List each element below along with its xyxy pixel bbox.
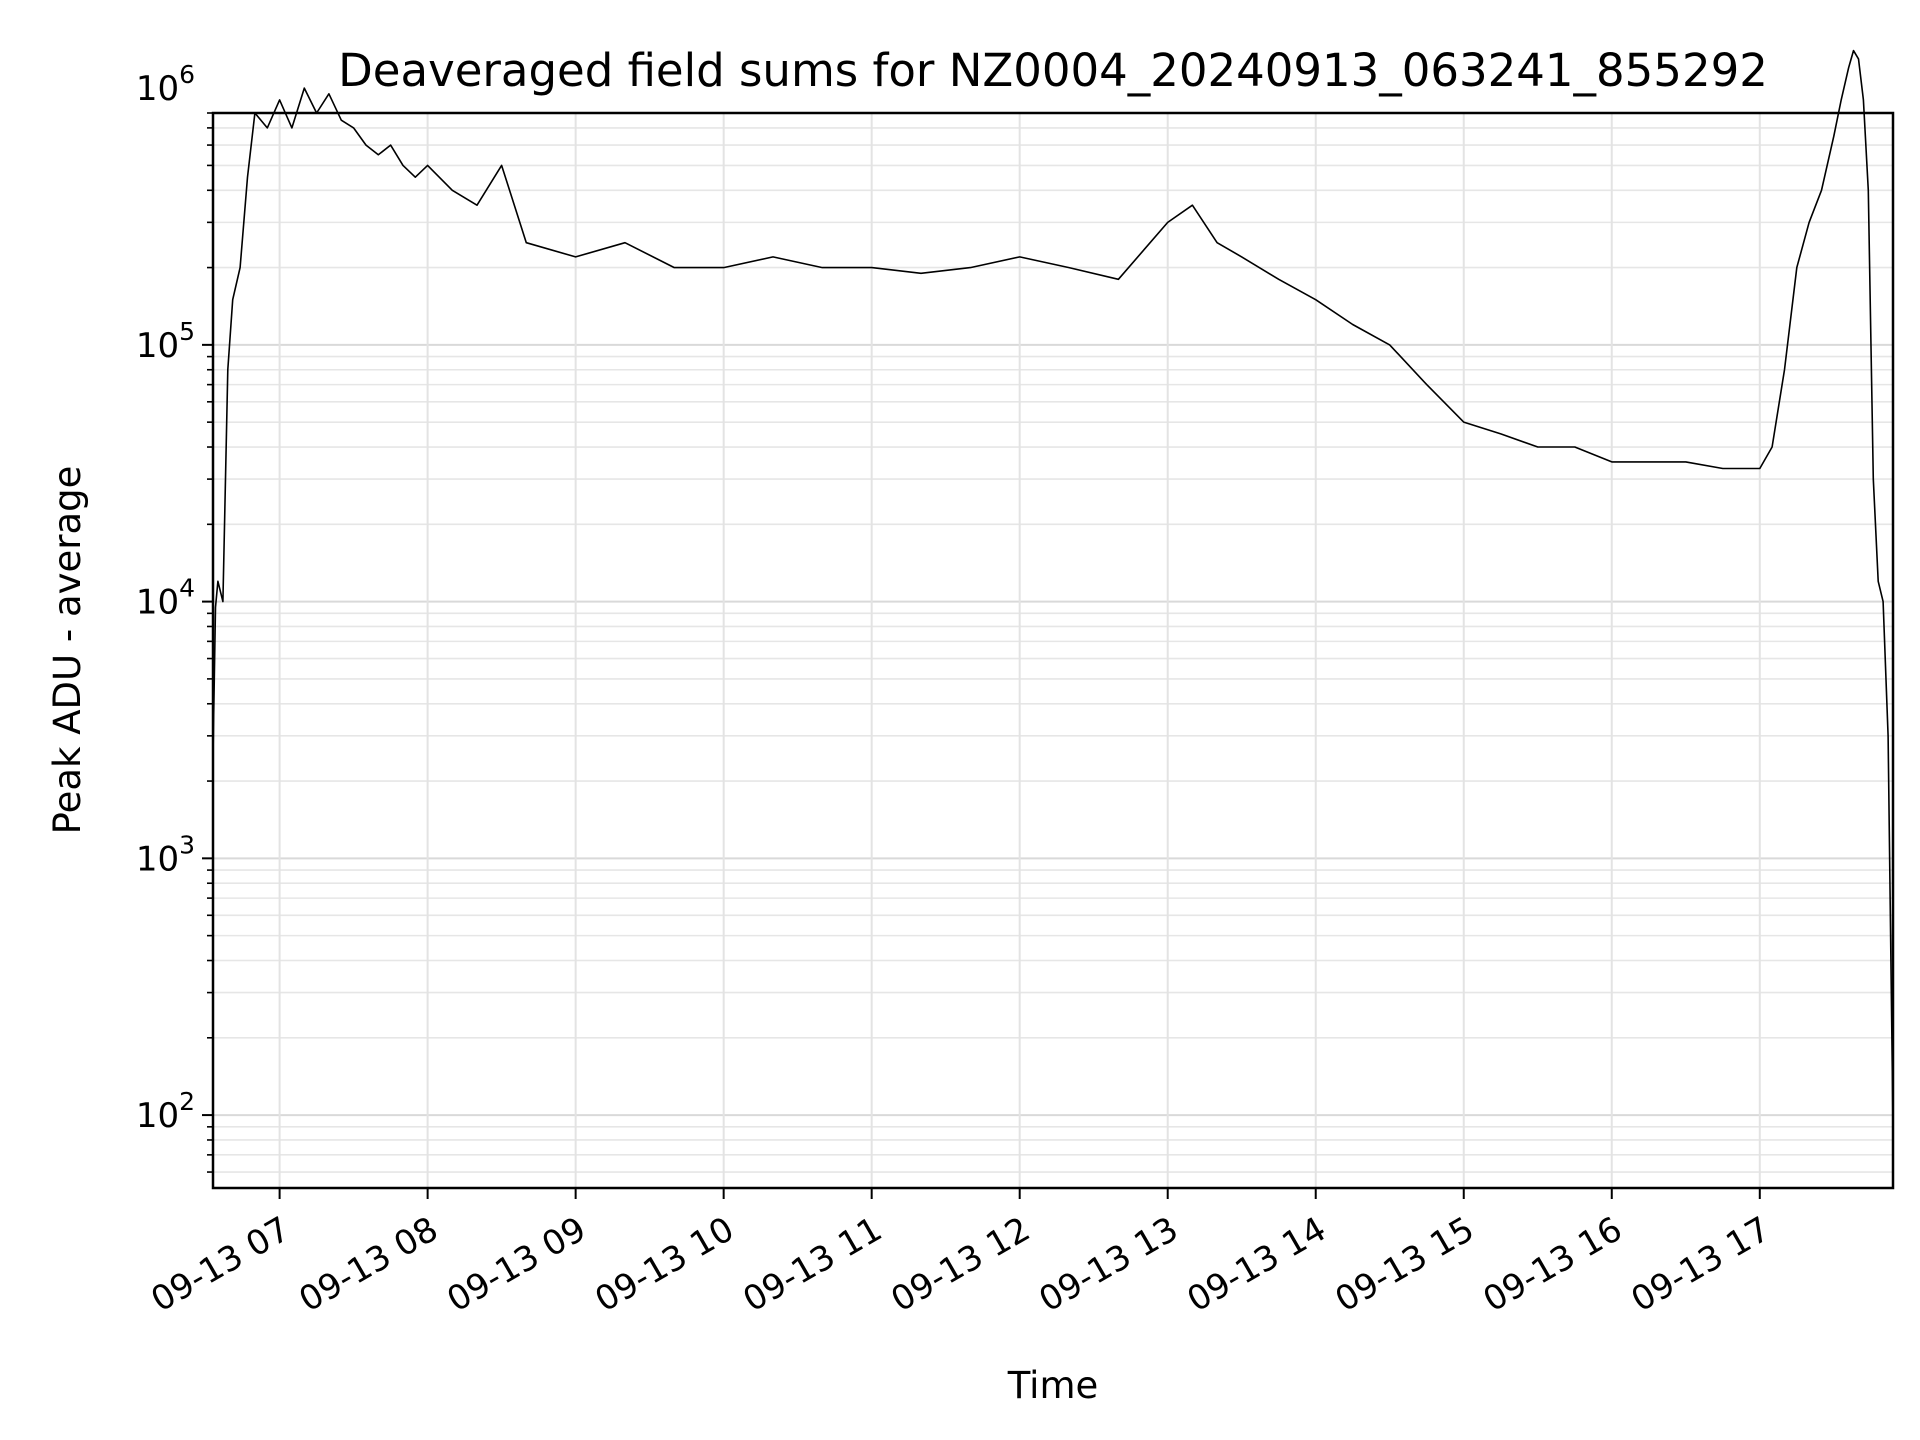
y-tick-label: 105 bbox=[136, 317, 195, 366]
series-line bbox=[212, 49, 1894, 1127]
axes-frame bbox=[211, 111, 1895, 1190]
chart-title: Deaveraged field sums for NZ0004_2024091… bbox=[338, 44, 1768, 97]
y-axis: 102 103 104 105 106 bbox=[136, 60, 213, 1173]
plot-area bbox=[212, 49, 1894, 1127]
y-tick-label: 104 bbox=[136, 574, 195, 623]
y-tick-label: 106 bbox=[136, 60, 195, 109]
y-axis-label: Peak ADU - average bbox=[46, 466, 89, 835]
y-tick-label: 102 bbox=[136, 1087, 195, 1136]
y-tick-label: 103 bbox=[136, 830, 195, 879]
x-axis-label: Time bbox=[1007, 1364, 1099, 1407]
